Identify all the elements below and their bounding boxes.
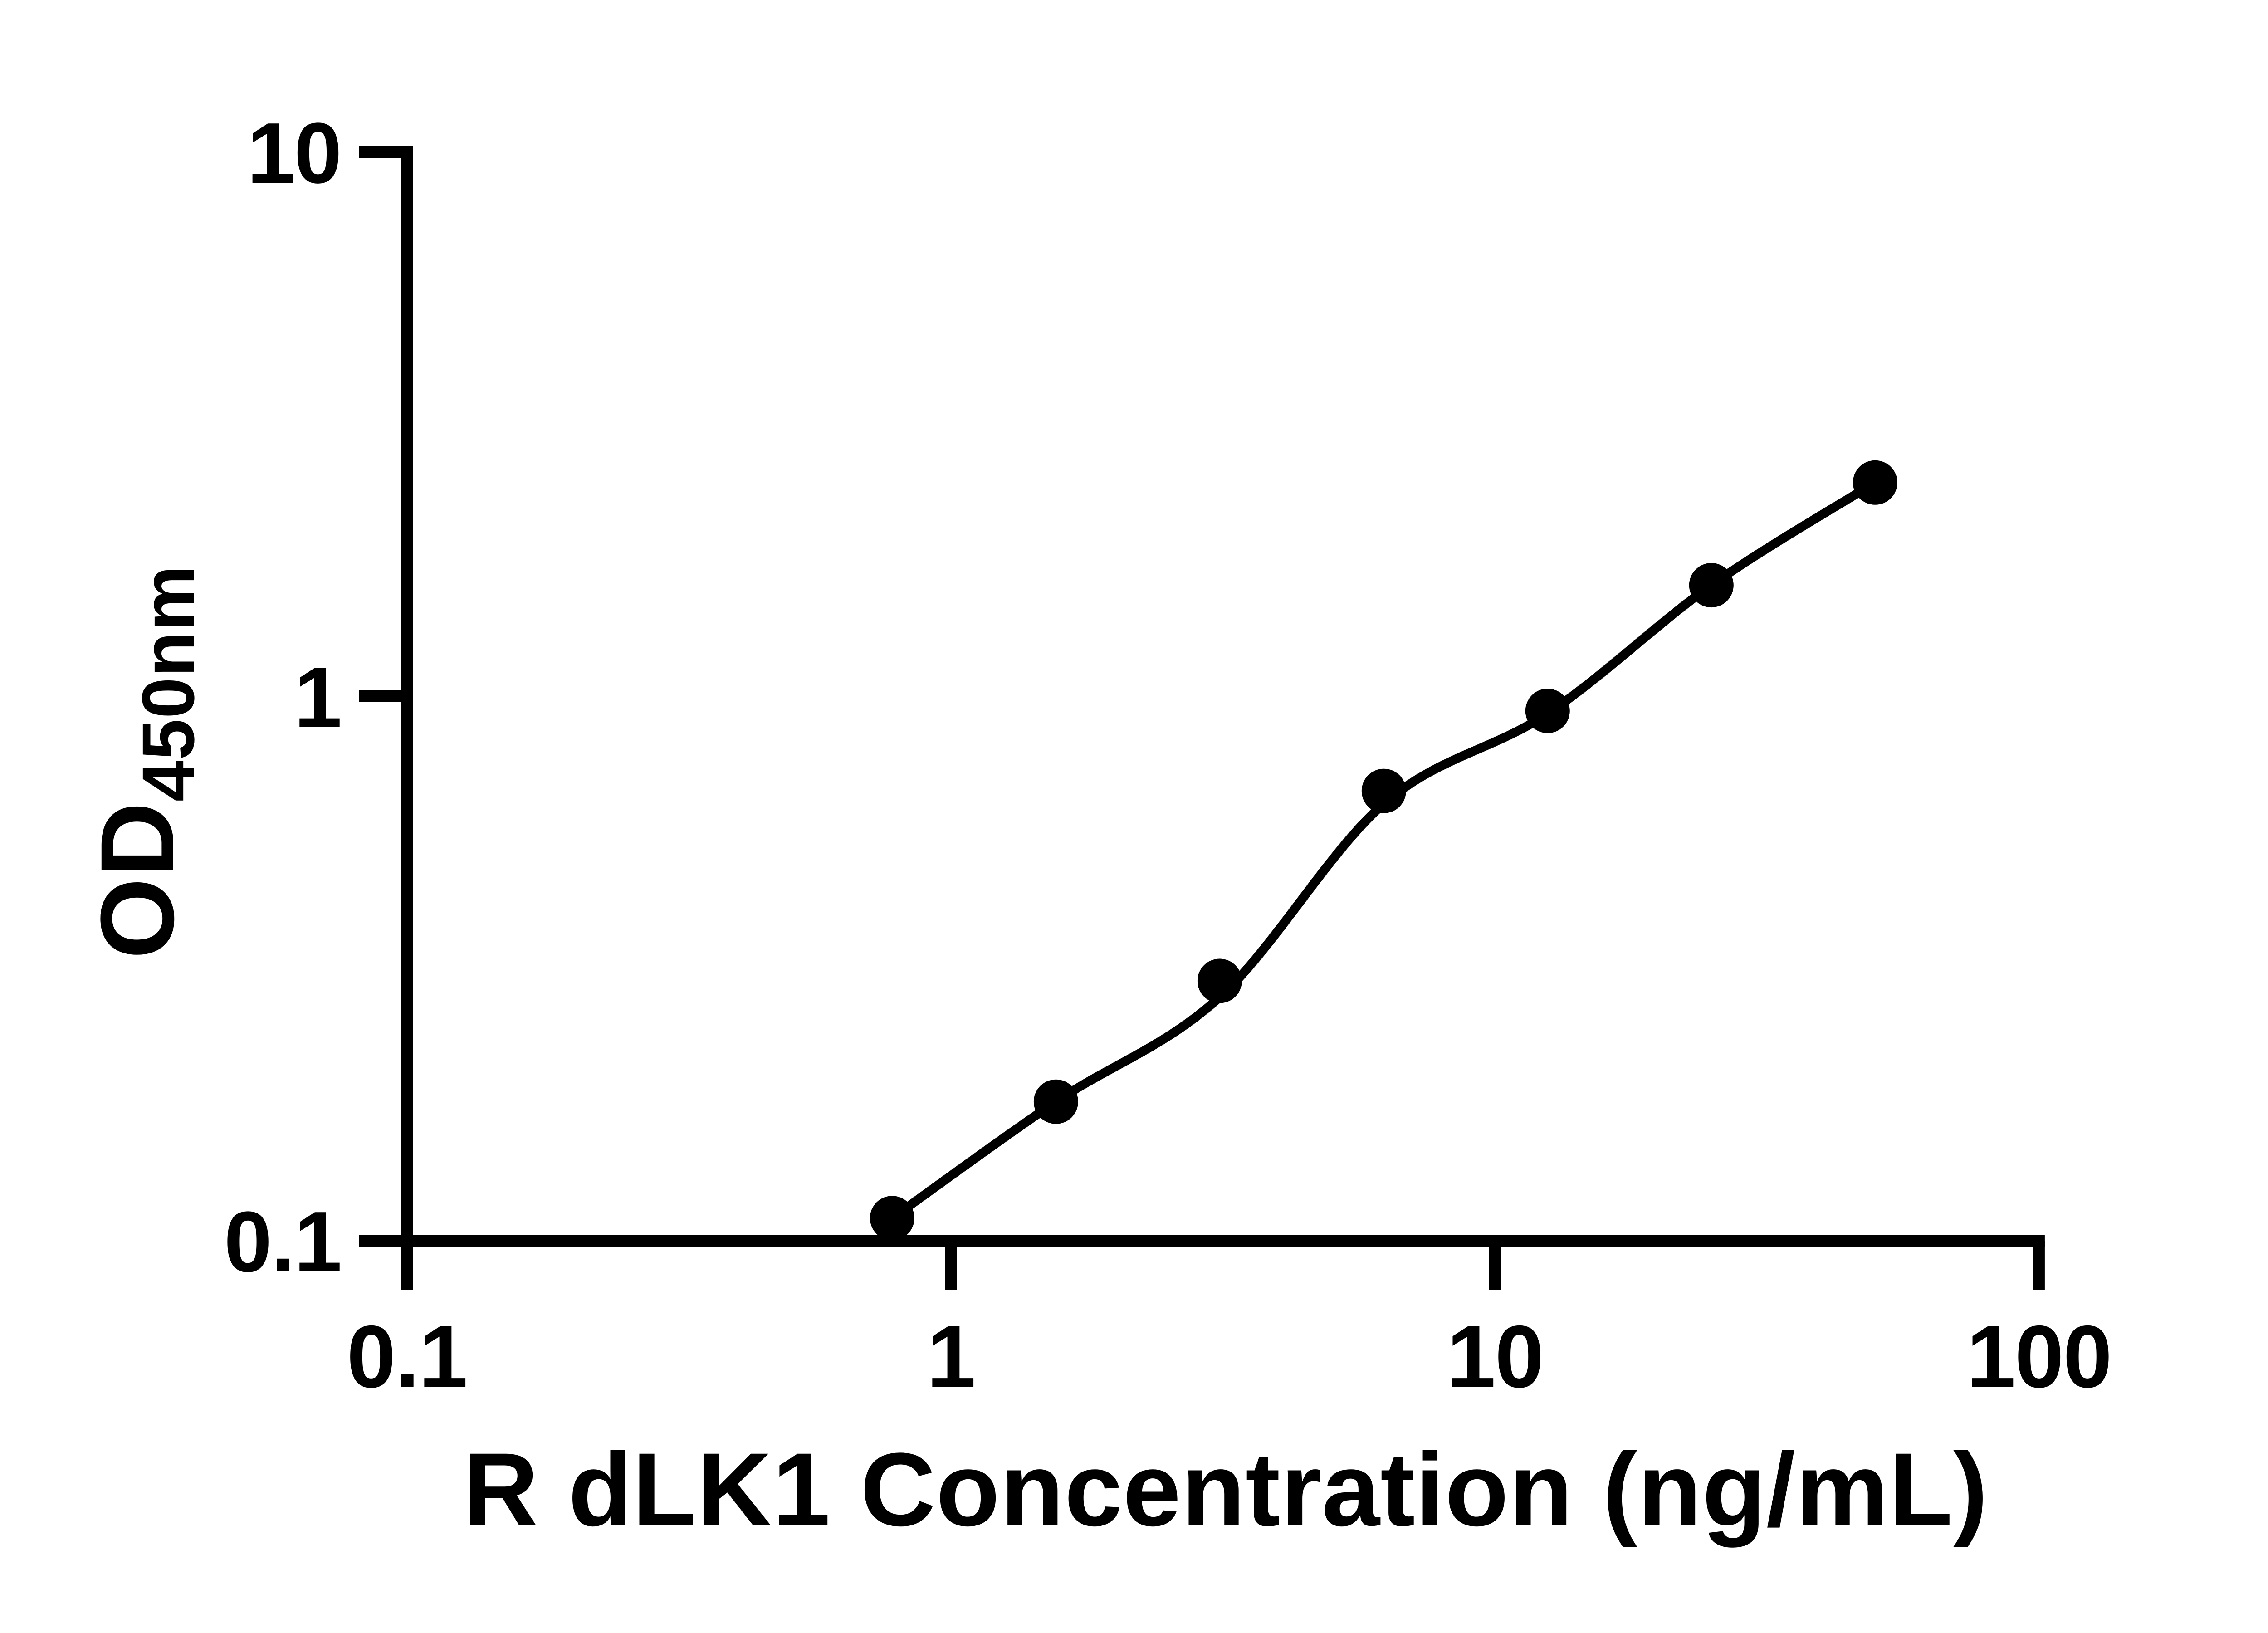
data-point <box>1853 460 1897 505</box>
y-tick-label: 1 <box>294 650 341 746</box>
data-point <box>1361 768 1406 813</box>
data-point <box>1033 1079 1078 1124</box>
x-tick-label: 100 <box>1966 1307 2111 1406</box>
plot-area: 10 1 0.10.1 1 10 100 <box>224 105 2112 1406</box>
x-tick-label: 1 <box>927 1307 975 1406</box>
y-axis-title: OD450nm <box>79 565 210 959</box>
data-point <box>1197 958 1242 1003</box>
y-axis-title-main: OD <box>79 802 196 959</box>
data-point <box>870 1196 914 1241</box>
y-axis-title-subscript: 450nm <box>127 565 210 802</box>
data-point <box>1689 563 1734 608</box>
x-axis-title: R dLK1 Concentration (ng/mL) <box>463 1431 1989 1548</box>
x-tick-label: 10 <box>1447 1307 1543 1406</box>
y-tick-label: 0.1 <box>224 1194 341 1290</box>
x-tick-label: 0.1 <box>347 1307 467 1406</box>
y-tick-label: 10 <box>247 105 341 201</box>
data-point <box>1525 689 1570 733</box>
